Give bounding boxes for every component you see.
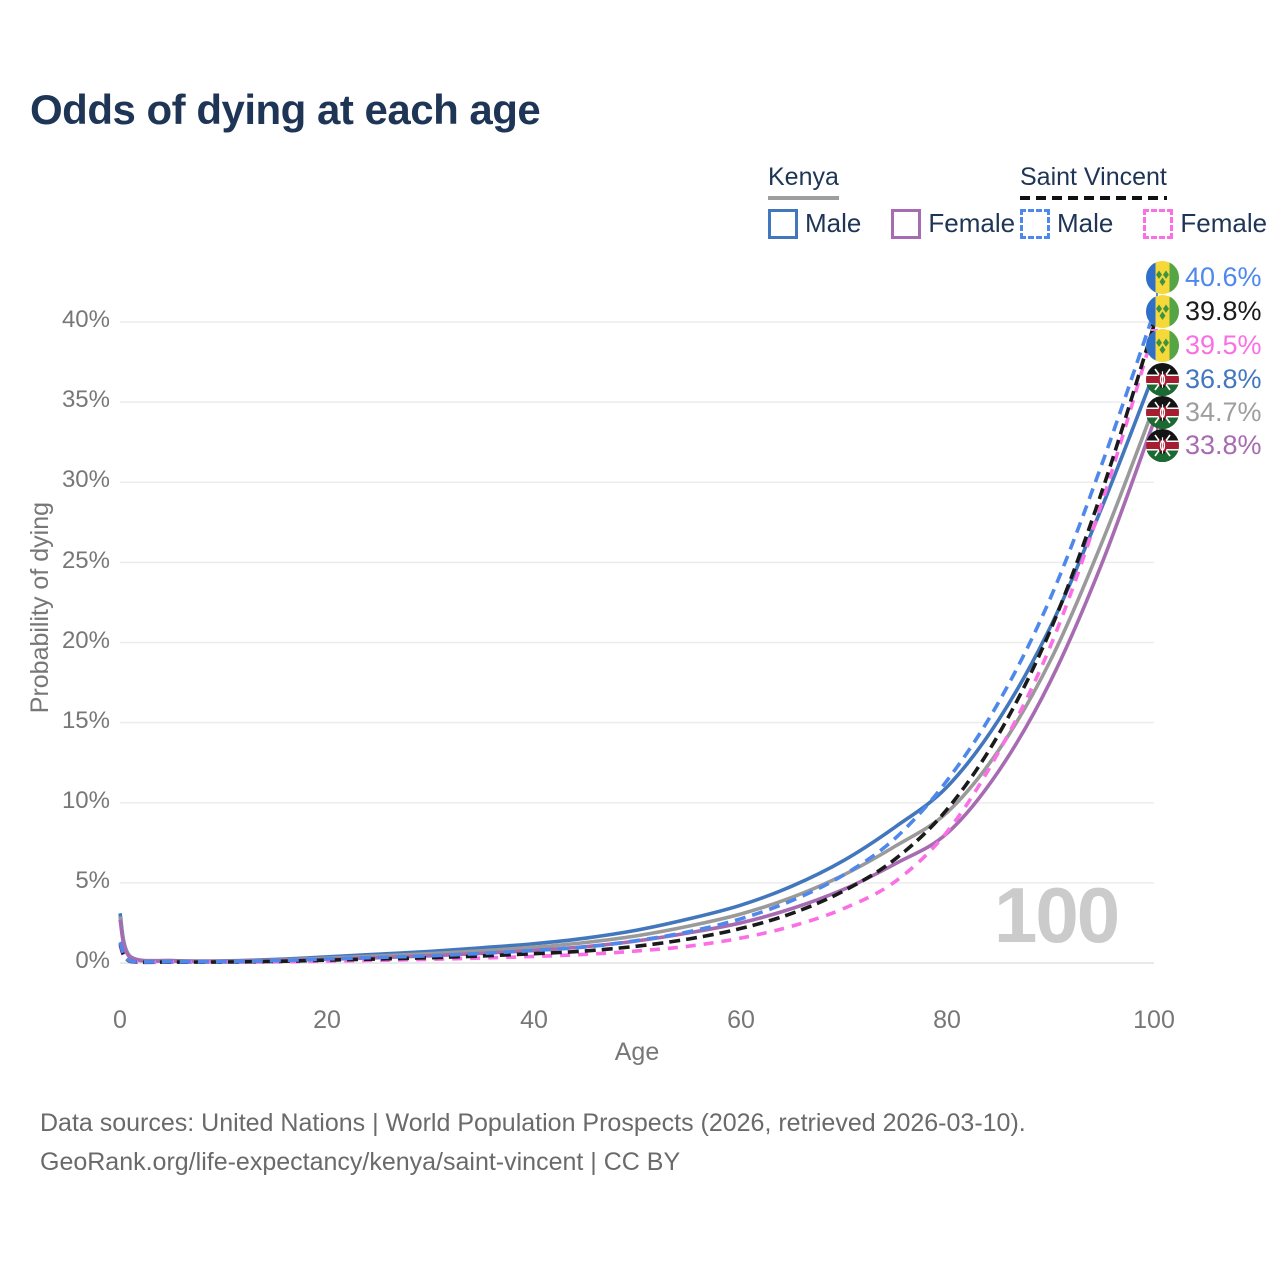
x-tick-label: 100 bbox=[1133, 1006, 1175, 1034]
legend-item-label: Female bbox=[928, 208, 1016, 238]
series-line-kenya-male bbox=[118, 372, 1156, 963]
end-label-row: 36.8% bbox=[1146, 363, 1262, 396]
x-tick-label: 0 bbox=[113, 1006, 127, 1034]
series-line-saint-vincent-female bbox=[118, 329, 1156, 965]
end-label-row: 39.5% bbox=[1146, 329, 1262, 362]
end-label-value: 39.8% bbox=[1185, 296, 1262, 326]
footer-data-sources: Data sources: United Nations | World Pop… bbox=[40, 1109, 1026, 1137]
end-label-row: 33.8% bbox=[1146, 429, 1262, 462]
chart-canvas bbox=[118, 277, 1164, 965]
end-label-row: 34.7% bbox=[1146, 396, 1262, 429]
x-tick-label: 40 bbox=[520, 1006, 548, 1034]
end-label-value: 34.7% bbox=[1185, 397, 1262, 427]
page-title: Odds of dying at each age bbox=[30, 86, 541, 133]
series-line-saint-vincent-male bbox=[118, 311, 1156, 964]
end-label-value: 39.5% bbox=[1185, 330, 1262, 360]
footer: Data sources: United Nations | World Pop… bbox=[40, 1104, 1026, 1182]
saint-vincent-flag-icon bbox=[1146, 295, 1179, 328]
legend-item-label: Male bbox=[1057, 208, 1114, 238]
x-tick-label: 20 bbox=[313, 1006, 341, 1034]
y-tick-label: 15% bbox=[61, 707, 110, 734]
legend-group-title-saint-vincent: Saint Vincent bbox=[1020, 163, 1167, 200]
legend-item-kenya-female[interactable]: Female bbox=[891, 208, 1015, 239]
legend-item-saint-vincent-male[interactable]: Male bbox=[1020, 208, 1113, 239]
legend-item-label: Female bbox=[1180, 208, 1268, 238]
legend-group-saint-vincent: Saint Vincent Male Female bbox=[1020, 163, 1267, 239]
kenya-flag-icon bbox=[1146, 396, 1179, 429]
end-label-value: 33.8% bbox=[1185, 430, 1262, 460]
y-tick-label: 25% bbox=[61, 547, 110, 574]
kenya-solid-line-sample bbox=[768, 196, 839, 200]
series-line-kenya bbox=[118, 406, 1156, 964]
end-label-value: 36.8% bbox=[1185, 364, 1262, 394]
saint-vincent-male-swatch bbox=[1020, 208, 1050, 239]
series-line-saint-vincent bbox=[118, 324, 1156, 965]
end-label-value: 40.6% bbox=[1185, 262, 1262, 292]
legend-group-title-kenya-text: Kenya bbox=[768, 163, 839, 191]
end-label-row: 40.6% bbox=[1146, 261, 1262, 294]
y-tick-label: 20% bbox=[61, 627, 110, 654]
saint-vincent-dashed-line-sample bbox=[1020, 196, 1167, 200]
saint-vincent-flag-icon bbox=[1146, 261, 1179, 294]
y-tick-label: 10% bbox=[61, 787, 110, 814]
age-watermark: 100 bbox=[994, 871, 1120, 959]
y-tick-label: 5% bbox=[75, 867, 110, 894]
x-axis-title: Age bbox=[614, 1038, 660, 1066]
legend-item-label: Male bbox=[805, 208, 862, 238]
legend-group-title-kenya: Kenya bbox=[768, 163, 839, 200]
legend-item-kenya-male[interactable]: Male bbox=[768, 208, 861, 239]
kenya-male-swatch bbox=[768, 208, 798, 239]
legend-group-title-saint-vincent-text: Saint Vincent bbox=[1020, 163, 1167, 191]
x-tick-label: 60 bbox=[727, 1006, 755, 1034]
y-tick-label: 30% bbox=[61, 466, 110, 493]
y-tick-label: 0% bbox=[75, 947, 110, 974]
legend-group-kenya: Kenya Male Female bbox=[768, 163, 1015, 239]
saint-vincent-female-swatch bbox=[1143, 208, 1174, 239]
series-line-kenya-female bbox=[118, 420, 1156, 964]
kenya-flag-icon bbox=[1146, 363, 1179, 396]
end-label-row: 39.8% bbox=[1146, 295, 1262, 328]
y-tick-label: 35% bbox=[61, 386, 110, 413]
kenya-flag-icon bbox=[1146, 429, 1179, 462]
kenya-female-swatch bbox=[891, 208, 922, 239]
x-tick-label: 80 bbox=[933, 1006, 961, 1034]
legend-item-saint-vincent-female[interactable]: Female bbox=[1143, 208, 1267, 239]
saint-vincent-flag-icon bbox=[1146, 329, 1179, 362]
y-tick-label: 40% bbox=[61, 306, 110, 333]
footer-attribution: GeoRank.org/life-expectancy/kenya/saint-… bbox=[40, 1148, 681, 1176]
